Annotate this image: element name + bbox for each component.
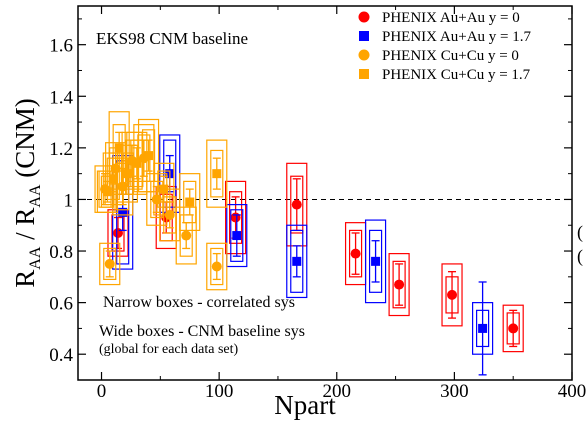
wide-box <box>441 263 463 327</box>
narrow-box <box>348 229 363 278</box>
data-point <box>508 323 519 334</box>
wide-box <box>225 180 247 255</box>
y-tick-label: 1.4 <box>49 87 73 108</box>
y-label-tail: (CNM) <box>10 98 40 184</box>
x-tick-label: 200 <box>323 381 352 402</box>
y-axis-label: RAA / RAA (CNM) <box>10 98 44 288</box>
annotation-baseline: EKS98 CNM baseline <box>96 29 248 48</box>
wide-box <box>226 204 248 268</box>
wide-box <box>388 253 410 317</box>
axes: 0 100 200 300 400 0.4 0.6 0.8 1 1.2 1.4 1.6 <box>49 5 587 402</box>
annotation-wide: Wide boxes - CNM baseline sys <box>99 323 305 340</box>
narrow-box <box>183 180 197 224</box>
narrow-box <box>392 260 406 309</box>
data-point <box>447 289 458 300</box>
x-tick-label: 300 <box>440 381 469 402</box>
data-point <box>108 174 118 184</box>
data-point <box>212 169 222 179</box>
wide-box <box>146 173 168 226</box>
legend-marker <box>359 69 369 79</box>
data-point <box>350 248 361 259</box>
series-3 <box>96 111 228 231</box>
wide-box <box>364 219 387 304</box>
data-point <box>104 258 115 269</box>
y-label-sub: AA <box>27 184 44 208</box>
annotation-narrow: Narrow boxes - correlated sys <box>103 294 295 311</box>
data-point <box>478 323 488 333</box>
wide-box <box>179 173 201 231</box>
narrow-box <box>103 247 117 281</box>
data-point <box>118 207 128 217</box>
wide-box <box>502 304 524 353</box>
narrow-box <box>150 180 164 219</box>
narrow-box <box>230 209 244 262</box>
data-point <box>114 143 124 153</box>
data-point <box>181 230 192 241</box>
annotation-global: (global for each data set) <box>99 342 238 357</box>
wide-box <box>108 111 130 185</box>
data-point <box>211 261 222 272</box>
y-tick-label: 1 <box>64 190 74 211</box>
narrow-box <box>290 229 304 293</box>
narrow-box <box>141 129 156 182</box>
data-point <box>371 256 381 266</box>
data-point <box>232 231 242 241</box>
legend-label: PHENIX Au+Au y = 1.7 <box>382 29 532 45</box>
legend-label: PHENIX Cu+Cu y = 0 <box>382 48 519 64</box>
wide-box <box>126 131 148 195</box>
axis-frame <box>77 5 573 381</box>
x-tick-label: 400 <box>558 381 587 402</box>
wide-box <box>206 242 228 291</box>
edge-glyph-2: ( <box>577 246 583 266</box>
data-point <box>185 197 195 207</box>
data-point <box>112 227 123 238</box>
y-tick-label: 0.4 <box>49 345 73 366</box>
y-tick-label: 1.2 <box>49 139 73 160</box>
legend-label: PHENIX Cu+Cu y = 1.7 <box>382 67 531 83</box>
wide-box <box>286 224 308 299</box>
x-tick-label: 100 <box>205 381 234 402</box>
data-point <box>132 158 142 168</box>
y-label-sub: AA <box>27 246 44 270</box>
legend-label: PHENIX Au+Au y = 0 <box>382 10 520 26</box>
data-point <box>159 184 169 194</box>
legend-marker <box>358 49 370 61</box>
legend-marker <box>359 31 369 41</box>
data-point <box>394 279 405 290</box>
wide-box <box>153 162 175 216</box>
data-point <box>291 199 302 210</box>
wide-box <box>137 118 160 193</box>
narrow-box <box>210 149 224 198</box>
x-tick-label: 0 <box>97 381 107 402</box>
narrow-box <box>368 229 383 293</box>
edge-glyph-1: ( <box>577 222 583 242</box>
y-tick-label: 0.6 <box>49 294 73 315</box>
y-label-slash: / R <box>10 208 40 247</box>
legend-marker <box>358 11 370 23</box>
wide-box <box>175 206 197 265</box>
data-point <box>144 151 154 161</box>
y-tick-label: 1.6 <box>49 36 73 57</box>
x-axis-label: Npart <box>274 390 336 420</box>
y-tick-label: 0.8 <box>49 242 73 263</box>
wide-box <box>206 139 228 208</box>
data-point <box>230 212 241 223</box>
narrow-box <box>229 191 243 244</box>
y-label-r: R <box>10 270 40 288</box>
wide-box <box>99 242 121 286</box>
narrow-box <box>157 170 171 208</box>
plot-area <box>78 111 572 376</box>
narrow-box <box>112 124 126 172</box>
legend: PHENIX Au+Au y = 0 PHENIX Au+Au y = 1.7 PH… <box>358 10 532 83</box>
data-point <box>292 256 302 266</box>
narrow-box <box>210 247 224 286</box>
narrow-box <box>290 175 304 234</box>
